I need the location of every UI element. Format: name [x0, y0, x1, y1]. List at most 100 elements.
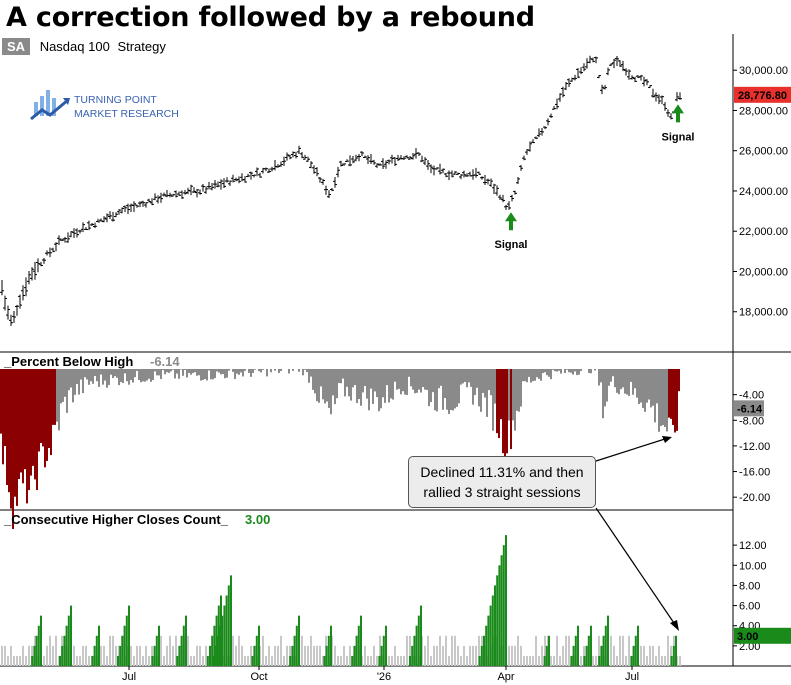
drawdown-bar — [574, 369, 576, 372]
count-bar-highlight — [545, 645, 548, 666]
count-bar-highlight — [572, 645, 575, 666]
ohlc-bar — [546, 118, 550, 126]
drawdown-bar — [472, 369, 474, 405]
drawdown-bar — [386, 369, 388, 386]
ohlc-bar — [150, 198, 154, 206]
ohlc-bar — [336, 166, 340, 178]
ohlc-bar — [27, 271, 31, 285]
count-bar — [274, 645, 276, 666]
drawdown-bar — [316, 369, 318, 402]
ohlc-bar — [558, 93, 562, 102]
drawdown-bar — [74, 369, 76, 395]
drawdown-tick-label: -16.00 — [739, 467, 770, 479]
drawdown-bar — [136, 369, 138, 371]
ohlc-bar — [243, 176, 247, 183]
count-bar — [115, 645, 117, 666]
drawdown-bar — [114, 369, 116, 377]
ohlc-bar — [453, 171, 457, 175]
drawdown-bar — [202, 369, 204, 381]
ohlc-bar — [54, 242, 58, 252]
ohlc-bar — [456, 172, 460, 175]
count-bar-highlight — [298, 615, 300, 666]
count-bar — [472, 645, 474, 666]
drawdown-bar — [166, 369, 168, 373]
count-bar — [241, 645, 243, 666]
drawdown-bar — [644, 369, 646, 412]
ohlc-bar — [189, 184, 193, 196]
ohlc-bar — [543, 126, 547, 130]
drawdown-bar — [310, 369, 312, 377]
ohlc-bar — [645, 79, 649, 86]
drawdown-bar — [56, 369, 58, 422]
ohlc-bar — [501, 194, 505, 203]
count-bar — [469, 645, 471, 666]
drawdown-bar — [48, 369, 50, 449]
drawdown-bar — [486, 369, 488, 417]
ohlc-bar — [618, 60, 622, 67]
ohlc-bar — [552, 106, 556, 110]
ohlc-bar — [213, 179, 217, 189]
ohlc-bar — [540, 128, 544, 136]
ohlc-bar — [378, 163, 382, 166]
ohlc-bar — [411, 152, 415, 160]
ohlc-bar — [33, 261, 37, 280]
count-bar — [442, 645, 444, 666]
count-bar — [1, 645, 3, 666]
count-bar — [610, 635, 612, 666]
drawdown-bar — [364, 369, 366, 387]
drawdown-bar — [658, 369, 660, 432]
drawdown-bar — [18, 369, 20, 480]
ohlc-bar — [606, 67, 610, 76]
drawdown-bar — [462, 369, 464, 384]
drawdown-bar — [94, 369, 96, 376]
ohlc-bar — [324, 185, 328, 195]
ohlc-bar — [615, 56, 619, 66]
ohlc-bar — [534, 136, 538, 140]
count-bar-highlight — [209, 645, 211, 666]
count-bar-highlight — [570, 655, 573, 666]
drawdown-bar — [24, 369, 26, 470]
ohlc-bar — [93, 222, 97, 229]
drawdown-bar — [100, 369, 102, 375]
ohlc-bar — [249, 171, 253, 180]
count-bar-highlight — [327, 635, 330, 666]
ohlc-bar — [585, 58, 589, 69]
count-bar — [343, 645, 345, 666]
count-bar-highlight — [155, 635, 158, 666]
ohlc-bar — [267, 168, 271, 174]
drawdown-bar — [328, 369, 330, 408]
drawdown-bar — [666, 369, 668, 432]
count-bar — [448, 655, 450, 666]
drawdown-bar — [34, 369, 36, 480]
count-tick-label: 10.00 — [739, 560, 767, 572]
drawdown-bar — [396, 369, 398, 390]
count-bar — [457, 645, 459, 666]
drawdown-bar — [572, 369, 574, 375]
ohlc-bar — [297, 145, 301, 155]
drawdown-title: _Percent Below High — [3, 354, 133, 369]
count-bar — [82, 645, 84, 666]
ohlc-bar — [363, 155, 367, 158]
count-bar-highlight — [330, 625, 332, 666]
count-bar — [541, 645, 543, 666]
drawdown-bar — [474, 369, 476, 396]
ohlc-bar — [309, 161, 313, 169]
drawdown-tick-label: -4.00 — [739, 390, 764, 402]
drawdown-bar — [122, 369, 124, 384]
count-bar — [523, 655, 525, 666]
drawdown-bar — [10, 369, 12, 509]
ohlc-bar — [387, 159, 391, 165]
drawdown-bar — [142, 369, 144, 382]
drawdown-bar — [52, 369, 54, 425]
count-bar-highlight — [415, 625, 418, 666]
ohlc-bar — [516, 177, 520, 184]
count-bar-highlight — [607, 615, 609, 666]
drawdown-bar — [456, 369, 458, 407]
drawdown-bar — [544, 369, 546, 373]
drawdown-bar — [70, 369, 72, 388]
count-bar-highlight — [63, 635, 66, 666]
count-bar — [544, 635, 546, 666]
count-bar-highlight — [98, 625, 100, 666]
count-bar-highlight — [505, 535, 507, 666]
ohlc-bar — [579, 67, 583, 75]
